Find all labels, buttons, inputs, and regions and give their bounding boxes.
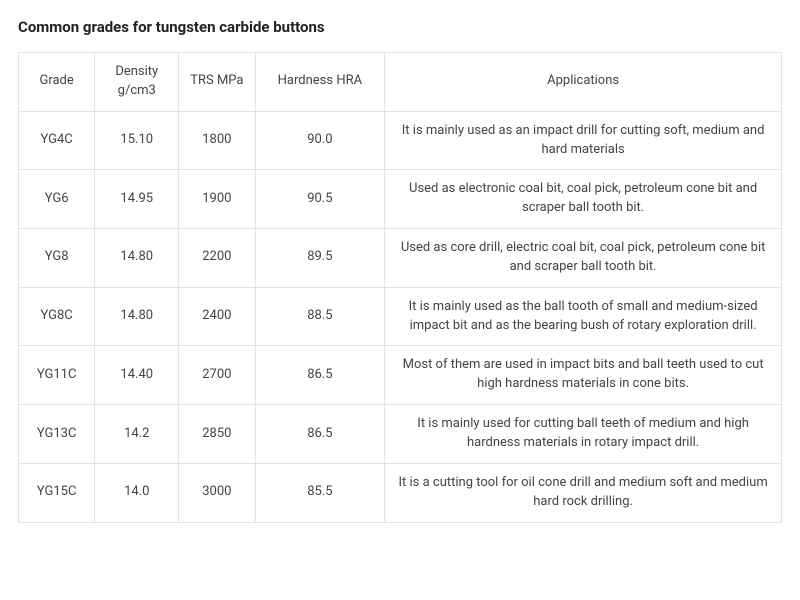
cell-density: 14.2	[95, 405, 179, 464]
table-row: YG6 14.95 1900 90.5 Used as electronic c…	[19, 170, 782, 229]
col-header-density: Density g/cm3	[95, 53, 179, 112]
cell-grade: YG15C	[19, 463, 95, 522]
cell-density: 14.80	[95, 287, 179, 346]
cell-density: 14.95	[95, 170, 179, 229]
cell-hardness: 90.0	[255, 111, 385, 170]
cell-applications: It is mainly used as an impact drill for…	[385, 111, 782, 170]
cell-grade: YG6	[19, 170, 95, 229]
cell-applications: It is a cutting tool for oil cone drill …	[385, 463, 782, 522]
cell-trs: 2400	[179, 287, 255, 346]
cell-trs: 3000	[179, 463, 255, 522]
col-header-hardness: Hardness HRA	[255, 53, 385, 112]
cell-density: 14.40	[95, 346, 179, 405]
table-row: YG8 14.80 2200 89.5 Used as core drill, …	[19, 229, 782, 288]
cell-hardness: 86.5	[255, 405, 385, 464]
page-title: Common grades for tungsten carbide butto…	[18, 18, 782, 36]
cell-hardness: 89.5	[255, 229, 385, 288]
col-header-trs: TRS MPa	[179, 53, 255, 112]
cell-applications: Used as core drill, electric coal bit, c…	[385, 229, 782, 288]
cell-density: 14.80	[95, 229, 179, 288]
cell-applications: Most of them are used in impact bits and…	[385, 346, 782, 405]
cell-applications: It is mainly used for cutting ball teeth…	[385, 405, 782, 464]
col-header-grade: Grade	[19, 53, 95, 112]
col-header-applications: Applications	[385, 53, 782, 112]
table-row: YG15C 14.0 3000 85.5 It is a cutting too…	[19, 463, 782, 522]
table-row: YG11C 14.40 2700 86.5 Most of them are u…	[19, 346, 782, 405]
cell-grade: YG8C	[19, 287, 95, 346]
cell-hardness: 90.5	[255, 170, 385, 229]
cell-applications: It is mainly used as the ball tooth of s…	[385, 287, 782, 346]
cell-applications: Used as electronic coal bit, coal pick, …	[385, 170, 782, 229]
cell-density: 14.0	[95, 463, 179, 522]
cell-trs: 2850	[179, 405, 255, 464]
cell-grade: YG8	[19, 229, 95, 288]
cell-trs: 1800	[179, 111, 255, 170]
cell-trs: 2200	[179, 229, 255, 288]
table-row: YG8C 14.80 2400 88.5 It is mainly used a…	[19, 287, 782, 346]
table-row: YG4C 15.10 1800 90.0 It is mainly used a…	[19, 111, 782, 170]
grades-table: Grade Density g/cm3 TRS MPa Hardness HRA…	[18, 52, 782, 523]
cell-density: 15.10	[95, 111, 179, 170]
table-row: YG13C 14.2 2850 86.5 It is mainly used f…	[19, 405, 782, 464]
cell-grade: YG13C	[19, 405, 95, 464]
cell-hardness: 86.5	[255, 346, 385, 405]
cell-grade: YG11C	[19, 346, 95, 405]
cell-hardness: 88.5	[255, 287, 385, 346]
table-header-row: Grade Density g/cm3 TRS MPa Hardness HRA…	[19, 53, 782, 112]
cell-hardness: 85.5	[255, 463, 385, 522]
cell-grade: YG4C	[19, 111, 95, 170]
cell-trs: 2700	[179, 346, 255, 405]
cell-trs: 1900	[179, 170, 255, 229]
